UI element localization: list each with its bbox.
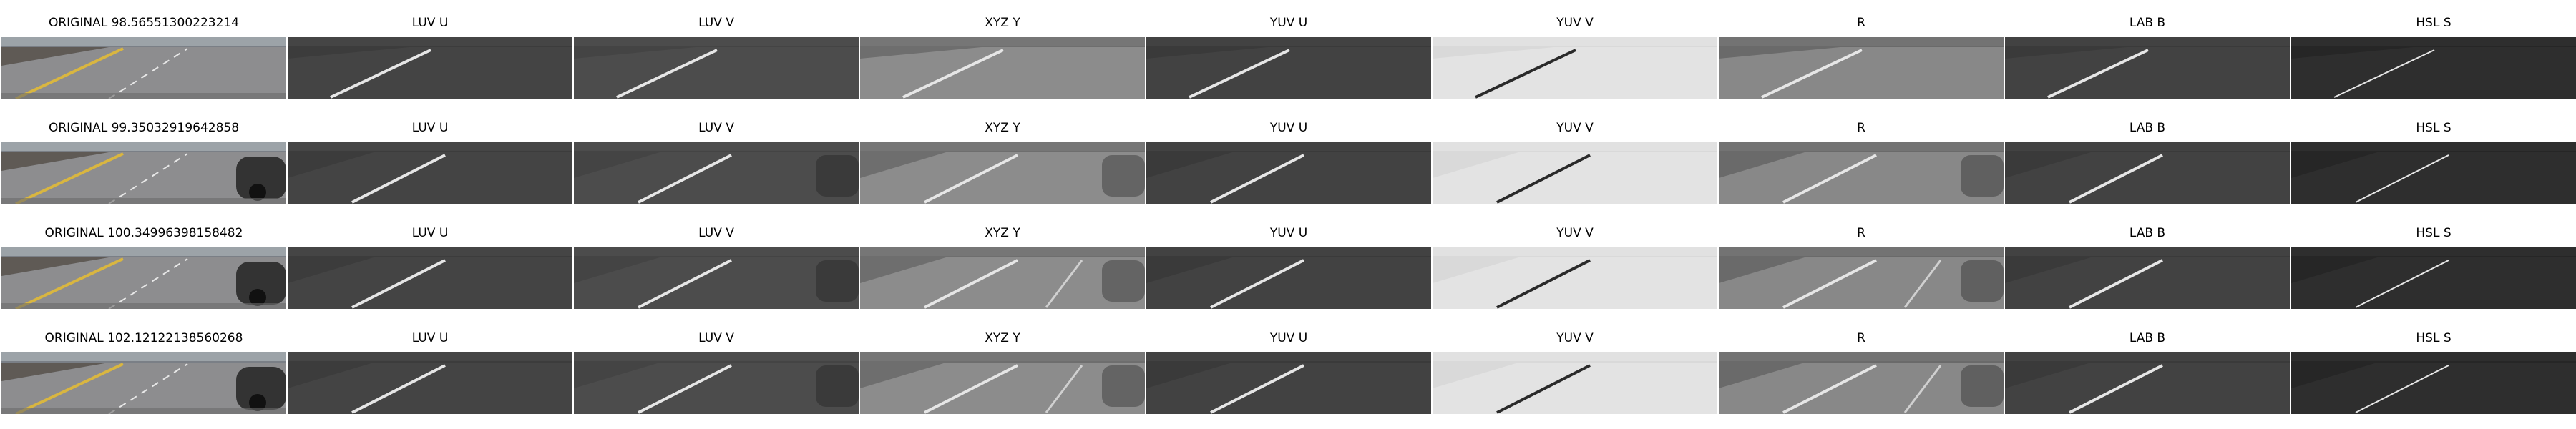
channel-title: YUV U: [1269, 16, 1308, 30]
channel-image: [574, 142, 859, 204]
channel-title: HSL S: [2416, 121, 2451, 135]
channel-image: [574, 37, 859, 99]
channel-title: LUV V: [698, 331, 734, 345]
channel-image: [1146, 142, 1431, 204]
channel-image: [1433, 352, 1717, 414]
channel-title: LAB B: [2129, 331, 2166, 345]
channel-image: [1719, 247, 2004, 309]
channel-image: [1719, 352, 2004, 414]
channel-title: LUV V: [698, 226, 734, 240]
channel-title: LAB B: [2129, 226, 2166, 240]
channel-title: YUV V: [1556, 16, 1594, 30]
channel-title: XYZ Y: [985, 121, 1020, 135]
channel-image: [2291, 37, 2576, 99]
channel-title: LUV U: [411, 331, 449, 345]
channel-image: [288, 37, 572, 99]
channel-title: XYZ Y: [985, 16, 1020, 30]
channel-title: R: [1857, 331, 1865, 345]
channel-image: [574, 247, 859, 309]
channel-title: R: [1857, 226, 1865, 240]
channel-title: LAB B: [2129, 121, 2166, 135]
channel-title: XYZ Y: [985, 226, 1020, 240]
channel-image: [1146, 247, 1431, 309]
channel-image: [288, 247, 572, 309]
channel-image: [2005, 247, 2290, 309]
channel-image: [860, 37, 1145, 99]
channel-title: R: [1857, 121, 1865, 135]
channel-title: LUV U: [411, 16, 449, 30]
original-image: [1, 142, 286, 204]
channel-title: HSL S: [2416, 16, 2451, 30]
channel-title: YUV U: [1269, 331, 1308, 345]
channel-image: [1719, 37, 2004, 99]
channel-image: [1433, 142, 1717, 204]
channel-title: YUV V: [1556, 226, 1594, 240]
channel-image: [574, 352, 859, 414]
original-title: ORIGINAL 102.12122138560268: [44, 331, 243, 345]
channel-title: HSL S: [2416, 331, 2451, 345]
channel-image: [2005, 37, 2290, 99]
channel-title: LUV U: [411, 226, 449, 240]
channel-title: LAB B: [2129, 16, 2166, 30]
original-image: [1, 37, 286, 99]
channel-image: [860, 142, 1145, 204]
channel-title: YUV U: [1269, 226, 1308, 240]
channel-title: XYZ Y: [985, 331, 1020, 345]
channel-image: [288, 352, 572, 414]
channel-title: LUV V: [698, 16, 734, 30]
channel-image: [1146, 352, 1431, 414]
channel-title: YUV V: [1556, 331, 1594, 345]
channel-title: HSL S: [2416, 226, 2451, 240]
original-image: [1, 247, 286, 309]
channel-title: LUV V: [698, 121, 734, 135]
channel-title: R: [1857, 16, 1865, 30]
channel-image: [1719, 142, 2004, 204]
channel-image: [2005, 352, 2290, 414]
original-title: ORIGINAL 98.56551300223214: [48, 16, 240, 30]
channel-image: [860, 247, 1145, 309]
channel-title: LUV U: [411, 121, 449, 135]
original-title: ORIGINAL 99.35032919642858: [48, 121, 240, 135]
channel-image: [2291, 247, 2576, 309]
channel-image: [1433, 37, 1717, 99]
channel-image: [2291, 352, 2576, 414]
channel-title: YUV U: [1269, 121, 1308, 135]
channel-image: [2005, 142, 2290, 204]
channel-title: YUV V: [1556, 121, 1594, 135]
channel-image: [1146, 37, 1431, 99]
original-title: ORIGINAL 100.34996398158482: [44, 226, 243, 240]
channel-image: [2291, 142, 2576, 204]
original-image: [1, 352, 286, 414]
channel-image: [860, 352, 1145, 414]
channel-image: [1433, 247, 1717, 309]
channel-image: [288, 142, 572, 204]
